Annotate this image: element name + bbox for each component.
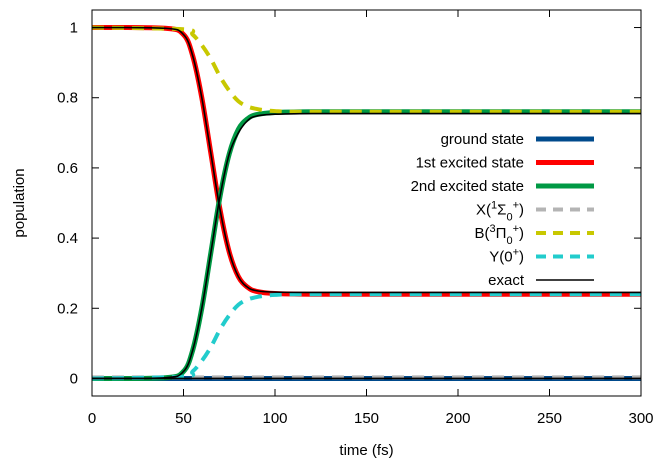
x-tick-label: 100	[262, 410, 287, 427]
legend-label-part: B(	[474, 225, 489, 242]
legend-label: exact	[488, 272, 525, 289]
legend-label-part: +	[513, 223, 519, 235]
legend-label-part: 1st excited state	[416, 155, 524, 172]
y-tick-label: 0.2	[57, 300, 78, 317]
legend-entry: B(3Π0+)	[474, 223, 594, 247]
legend-label-part: )	[519, 225, 524, 242]
series-group	[92, 25, 641, 381]
x-tick-label: 0	[88, 410, 96, 427]
x-tick-label: 250	[537, 410, 562, 427]
series-line-b-0	[92, 25, 641, 114]
series-layer	[92, 25, 641, 381]
legend-label-part: 0	[506, 212, 512, 224]
x-axis-title: time (fs)	[339, 442, 393, 459]
legend-label-part: )	[519, 249, 524, 266]
y-axis-title: population	[11, 168, 28, 237]
legend-entry: 1st excited state	[416, 155, 594, 172]
legend-entry: 2nd excited state	[411, 178, 594, 195]
legend-label: 1st excited state	[416, 155, 524, 172]
legend-label: X(1Σ0+)	[476, 200, 524, 224]
legend-entry: ground state	[441, 131, 594, 148]
plot-frame	[91, 9, 642, 397]
legend-label-part: +	[513, 247, 519, 259]
legend-label-part: X(	[476, 202, 491, 219]
x-tick-label: 300	[628, 410, 653, 427]
legend-label: ground state	[441, 131, 524, 148]
series-line-y-0	[92, 292, 641, 381]
legend-label: 2nd excited state	[411, 178, 524, 195]
y-tick-label: 0	[70, 370, 78, 387]
legend-label-part: 2nd excited state	[411, 178, 524, 195]
series-line-exact	[92, 112, 641, 380]
legend-label-part: )	[519, 202, 524, 219]
x-tick-label: 50	[175, 410, 192, 427]
legend-entry: X(1Σ0+)	[476, 200, 594, 224]
legend: ground state 1st excited state 2nd excited…	[411, 131, 594, 289]
legend-entry: exact	[488, 272, 594, 289]
series-line-2nd-excited-state	[92, 109, 641, 381]
x-tick-label: 200	[445, 410, 470, 427]
y-tick-label: 0.8	[57, 90, 78, 107]
series-line-exact	[92, 26, 641, 294]
legend-label-part: 1	[491, 200, 497, 212]
x-tick-label: 150	[354, 410, 379, 427]
legend-label: B(3Π0+)	[474, 223, 524, 247]
y-tick-label: 0.4	[57, 230, 78, 247]
legend-label-part: Σ	[497, 202, 506, 219]
y-tick-label: 0.6	[57, 160, 78, 177]
legend-label-part: +	[513, 200, 519, 212]
y-tick-label: 1	[70, 20, 78, 37]
legend-label-part: Π	[496, 225, 507, 242]
legend-label: Y(0+)	[489, 247, 524, 266]
legend-entry: Y(0+)	[489, 247, 594, 266]
legend-label-part: exact	[488, 272, 525, 289]
legend-label-part: Y(0	[489, 249, 512, 266]
legend-label-part: 0	[506, 235, 512, 247]
legend-label-part: ground state	[441, 131, 524, 148]
legend-label-part: 3	[489, 223, 495, 235]
